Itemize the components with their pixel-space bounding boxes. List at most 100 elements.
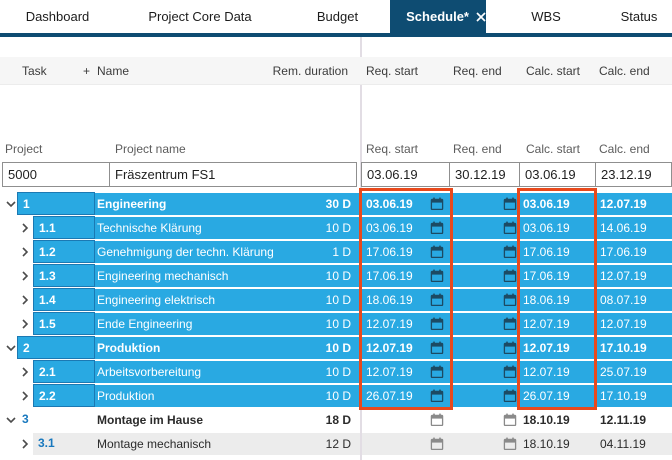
tab-dashboard[interactable]: Dashboard	[0, 0, 115, 33]
task-duration-cell[interactable]: 18 D	[325, 413, 351, 427]
task-duration-cell[interactable]: 12 D	[325, 437, 351, 451]
req-end-calendar-icon[interactable]	[503, 365, 517, 379]
task-name-cell[interactable]: Montage mechanisch	[97, 437, 212, 451]
task-duration-cell[interactable]: 10 D	[325, 269, 351, 283]
expand-chevron-icon[interactable]	[19, 246, 31, 258]
expand-chevron-icon[interactable]	[19, 294, 31, 306]
task-duration-cell[interactable]: 10 D	[325, 221, 351, 235]
expand-chevron-icon[interactable]	[19, 366, 31, 378]
task-row[interactable]: 2.2 Produktion 10 D 26.07.19 26.07.19 17…	[0, 384, 672, 408]
task-row[interactable]: 1.4 Engineering elektrisch 10 D 18.06.19…	[0, 288, 672, 312]
req-start-calendar-icon[interactable]	[430, 437, 444, 451]
project-calc-start-field[interactable]: 03.06.19	[519, 162, 596, 187]
req-start-calendar-icon[interactable]	[430, 413, 444, 427]
task-duration-cell[interactable]: 1 D	[332, 245, 351, 259]
task-req-start-cell[interactable]: 12.07.19	[366, 365, 413, 379]
tab-project-core-data[interactable]: Project Core Data	[115, 0, 285, 33]
task-row[interactable]: 1 Engineering 30 D 03.06.19 03.06.19 12.…	[0, 192, 672, 216]
expand-chevron-icon[interactable]	[19, 438, 31, 450]
expand-chevron-icon[interactable]	[5, 342, 17, 354]
task-req-start-cell[interactable]: 03.06.19	[366, 197, 413, 211]
req-end-calendar-icon[interactable]	[503, 221, 517, 235]
req-start-calendar-icon[interactable]	[430, 317, 444, 331]
task-name-cell[interactable]: Produktion	[97, 341, 161, 355]
project-id-field[interactable]: 5000	[2, 162, 110, 187]
task-number-cell[interactable]: 1.2	[33, 240, 95, 263]
task-req-start-cell[interactable]: 03.06.19	[366, 221, 413, 235]
req-end-calendar-icon[interactable]	[503, 317, 517, 331]
req-end-calendar-icon[interactable]	[503, 293, 517, 307]
req-end-calendar-icon[interactable]	[503, 245, 517, 259]
task-row[interactable]: 1.5 Ende Engineering 10 D 12.07.19 12.07…	[0, 312, 672, 336]
req-end-calendar-icon[interactable]	[503, 413, 517, 427]
task-req-start-cell[interactable]: 17.06.19	[366, 245, 413, 259]
tab-wbs[interactable]: WBS	[486, 0, 606, 33]
expand-chevron-icon[interactable]	[5, 198, 17, 210]
task-row[interactable]: 3 Montage im Hause 18 D 18.10.19 12.11.1…	[0, 408, 672, 432]
task-row[interactable]: 2 Produktion 10 D 12.07.19 12.07.19 17.1…	[0, 336, 672, 360]
task-number-cell[interactable]: 1.5	[33, 312, 95, 335]
expand-chevron-icon[interactable]	[19, 222, 31, 234]
task-duration-cell[interactable]: 10 D	[325, 341, 351, 355]
task-number-cell[interactable]: 1.3	[33, 264, 95, 287]
req-start-calendar-icon[interactable]	[430, 245, 444, 259]
task-req-start-cell[interactable]: 18.06.19	[366, 293, 413, 307]
task-name-cell[interactable]: Engineering elektrisch	[97, 293, 216, 307]
task-name-cell[interactable]: Engineering mechanisch	[97, 269, 229, 283]
task-duration-cell[interactable]: 10 D	[325, 317, 351, 331]
expand-chevron-icon[interactable]	[19, 318, 31, 330]
task-number-cell[interactable]: 1.1	[33, 216, 95, 239]
task-name-cell[interactable]: Engineering	[97, 197, 167, 211]
req-start-calendar-icon[interactable]	[430, 197, 444, 211]
task-duration-cell[interactable]: 10 D	[325, 293, 351, 307]
task-name-cell[interactable]: Arbeitsvorbereitung	[97, 365, 202, 379]
req-end-calendar-icon[interactable]	[503, 269, 517, 283]
req-end-calendar-icon[interactable]	[503, 389, 517, 403]
project-name-field[interactable]: Fräszentrum FS1	[109, 162, 357, 187]
task-duration-cell[interactable]: 30 D	[325, 197, 351, 211]
task-row[interactable]: 2.1 Arbeitsvorbereitung 10 D 12.07.19 12…	[0, 360, 672, 384]
expand-chevron-icon[interactable]	[19, 270, 31, 282]
req-start-calendar-icon[interactable]	[430, 293, 444, 307]
close-tab-icon[interactable]	[476, 11, 486, 22]
tab-budget[interactable]: Budget	[285, 0, 390, 33]
task-req-start-cell[interactable]: 17.06.19	[366, 269, 413, 283]
req-start-calendar-icon[interactable]	[430, 389, 444, 403]
task-number-cell[interactable]: 3.1	[38, 436, 55, 450]
project-calc-end-field[interactable]: 23.12.19	[595, 162, 672, 187]
req-start-calendar-icon[interactable]	[430, 221, 444, 235]
task-name-cell[interactable]: Ende Engineering	[97, 317, 193, 331]
task-name-cell[interactable]: Genehmigung der techn. Klärung	[97, 245, 274, 259]
task-row[interactable]: 1.3 Engineering mechanisch 10 D 17.06.19…	[0, 264, 672, 288]
req-start-calendar-icon[interactable]	[430, 341, 444, 355]
task-name-cell[interactable]: Montage im Hause	[97, 413, 204, 427]
task-row[interactable]: 3.1 Montage mechanisch 12 D 18.10.19 04.…	[0, 432, 672, 456]
project-req-start-field[interactable]: 03.06.19	[361, 162, 450, 187]
req-start-calendar-icon[interactable]	[430, 269, 444, 283]
task-req-start-cell[interactable]: 26.07.19	[366, 389, 413, 403]
expand-chevron-icon[interactable]	[19, 390, 31, 402]
task-duration-cell[interactable]: 10 D	[325, 365, 351, 379]
tab-schedule-[interactable]: Schedule*	[390, 0, 486, 33]
task-number-cell[interactable]: 2.1	[33, 360, 95, 383]
task-row[interactable]: 1.2 Genehmigung der techn. Klärung 1 D 1…	[0, 240, 672, 264]
req-end-calendar-icon[interactable]	[503, 437, 517, 451]
task-duration-cell[interactable]: 10 D	[325, 389, 351, 403]
hamburger-menu-icon[interactable]	[390, 14, 399, 20]
task-name-cell[interactable]: Technische Klärung	[97, 221, 202, 235]
task-number-cell[interactable]: 3	[22, 412, 29, 426]
req-end-calendar-icon[interactable]	[503, 341, 517, 355]
task-row[interactable]: 1.1 Technische Klärung 10 D 03.06.19 03.…	[0, 216, 672, 240]
req-start-calendar-icon[interactable]	[430, 365, 444, 379]
task-number-cell[interactable]: 1.4	[33, 288, 95, 311]
tab-status[interactable]: Status	[606, 0, 672, 33]
task-req-start-cell[interactable]: 12.07.19	[366, 317, 413, 331]
expand-chevron-icon[interactable]	[5, 414, 17, 426]
task-number-cell[interactable]: 2	[17, 336, 95, 359]
req-end-calendar-icon[interactable]	[503, 197, 517, 211]
task-name-cell[interactable]: Produktion	[97, 389, 155, 403]
project-req-end-field[interactable]: 30.12.19	[449, 162, 520, 187]
add-column-button[interactable]: +	[83, 64, 91, 78]
task-req-start-cell[interactable]: 12.07.19	[366, 341, 413, 355]
task-number-cell[interactable]: 2.2	[33, 384, 95, 407]
